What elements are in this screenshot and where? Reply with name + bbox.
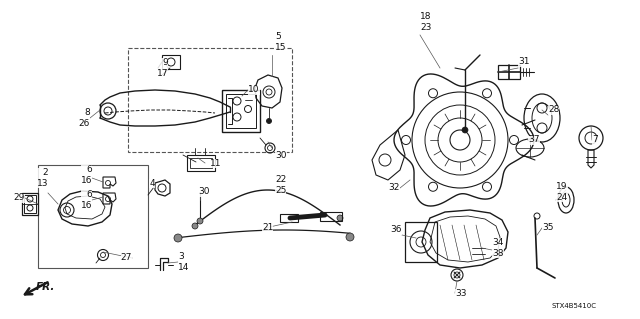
Text: 32: 32: [388, 183, 400, 192]
Bar: [226, 94, 256, 128]
Circle shape: [462, 127, 468, 133]
Bar: [128, 48, 292, 152]
Text: 7: 7: [592, 136, 598, 145]
Bar: [24, 195, 36, 213]
Text: 9
17: 9 17: [157, 58, 168, 78]
Text: 28: 28: [548, 106, 559, 115]
Circle shape: [346, 233, 354, 241]
Circle shape: [192, 223, 198, 229]
Text: 5
15: 5 15: [275, 32, 287, 52]
Text: 27: 27: [120, 254, 132, 263]
Bar: [187, 155, 215, 171]
Text: 11: 11: [210, 159, 221, 167]
Bar: [162, 55, 180, 69]
Text: 10: 10: [248, 85, 259, 94]
Circle shape: [174, 234, 182, 242]
Bar: [190, 158, 212, 168]
Text: 30: 30: [275, 151, 287, 160]
Text: 3
14: 3 14: [178, 252, 189, 272]
Text: 19
24: 19 24: [556, 182, 568, 202]
Circle shape: [266, 118, 271, 123]
Circle shape: [337, 215, 343, 221]
Text: STX4B5410C: STX4B5410C: [551, 303, 596, 309]
Text: 6
16: 6 16: [81, 190, 92, 210]
Bar: [405, 222, 437, 262]
Bar: [22, 193, 38, 215]
Text: 4: 4: [149, 179, 155, 188]
Text: 29: 29: [13, 194, 25, 203]
Bar: [320, 212, 342, 221]
Bar: [222, 90, 260, 132]
Text: FR.: FR.: [36, 282, 56, 292]
Text: 18
23: 18 23: [420, 12, 431, 32]
Text: 6
16: 6 16: [81, 165, 92, 185]
Text: 8
26: 8 26: [79, 108, 90, 128]
Text: 21: 21: [262, 224, 273, 233]
Text: 35: 35: [542, 224, 554, 233]
Text: 30: 30: [198, 188, 209, 197]
Circle shape: [197, 218, 203, 224]
Text: 33: 33: [455, 288, 467, 298]
Bar: [280, 214, 298, 222]
Text: 36: 36: [390, 226, 402, 234]
Text: 2
13: 2 13: [36, 168, 48, 188]
Text: 31: 31: [518, 57, 529, 66]
Bar: [498, 65, 520, 79]
Text: 22
25: 22 25: [275, 175, 286, 195]
Bar: [38, 165, 148, 268]
Text: 34
38: 34 38: [492, 238, 504, 258]
Text: 37: 37: [528, 136, 540, 145]
